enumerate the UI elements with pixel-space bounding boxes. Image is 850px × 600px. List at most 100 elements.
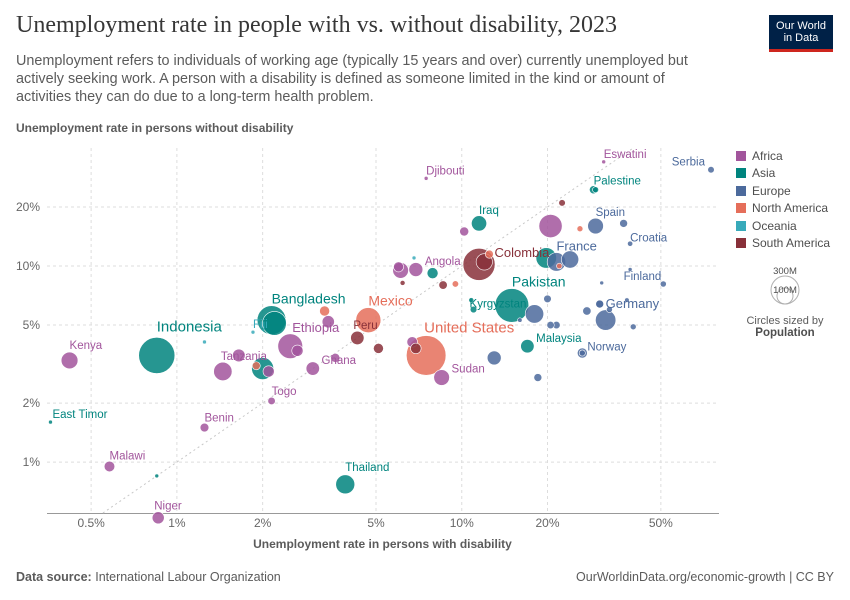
- legend-label: South America: [752, 236, 831, 251]
- point-malaysia[interactable]: [520, 339, 535, 354]
- point-label: Fiji: [253, 319, 268, 331]
- point-moldova[interactable]: [517, 317, 523, 323]
- point-madagascar[interactable]: [232, 348, 246, 363]
- point-label: Thailand: [345, 462, 389, 474]
- x-tick-label: 50%: [649, 516, 673, 530]
- point-greece[interactable]: [619, 219, 628, 228]
- point-label: Ethiopia: [292, 320, 340, 335]
- point-belgium[interactable]: [582, 306, 592, 316]
- point-bhutan[interactable]: [154, 473, 160, 479]
- point-iraq[interactable]: [471, 215, 487, 232]
- legend-item[interactable]: Oceania: [736, 217, 830, 235]
- point-east-timor[interactable]: [48, 419, 53, 425]
- point-ireland[interactable]: [629, 323, 637, 331]
- point-mongolia[interactable]: [468, 297, 475, 303]
- point-palestine[interactable]: [592, 186, 599, 194]
- point-uruguay[interactable]: [399, 280, 406, 286]
- region-legend: Africa Asia Europe North America Oceania…: [736, 147, 830, 252]
- point-italy[interactable]: [561, 250, 580, 269]
- point-malawi[interactable]: [103, 460, 116, 473]
- point-label: Eswatini: [604, 149, 647, 161]
- point-latvia[interactable]: [627, 267, 633, 272]
- point-el-salvador[interactable]: [451, 280, 459, 288]
- point-tonga[interactable]: [411, 255, 417, 261]
- point-germany[interactable]: [595, 309, 617, 331]
- point-senegal[interactable]: [393, 261, 404, 273]
- point-benin[interactable]: [199, 422, 210, 433]
- x-tick-label: 2%: [254, 516, 272, 530]
- point-cameroon[interactable]: [321, 315, 335, 329]
- chart-title: Unemployment rate in people with vs. wit…: [16, 12, 618, 38]
- point-label: Finland: [624, 271, 662, 283]
- point-lithuania[interactable]: [624, 297, 630, 303]
- point-bolivia[interactable]: [438, 280, 448, 290]
- point-labels: Kenya Indonesia East Timor Malawi Niger Benin…: [52, 149, 705, 513]
- point-sri-lanka[interactable]: [426, 267, 439, 279]
- point-spain[interactable]: [587, 217, 604, 235]
- legend-item[interactable]: Africa: [736, 147, 830, 165]
- legend-item[interactable]: North America: [736, 200, 830, 218]
- point-kenya[interactable]: [60, 351, 79, 370]
- legend-swatch: [736, 238, 746, 249]
- point-peru[interactable]: [350, 330, 365, 345]
- point-czechia[interactable]: [533, 373, 543, 382]
- data-source-value[interactable]: International Labour Organization: [95, 570, 281, 584]
- legend-item[interactable]: Asia: [736, 165, 830, 183]
- legend-item[interactable]: South America: [736, 235, 830, 253]
- owid-logo[interactable]: Our World in Data: [769, 15, 833, 52]
- point-norway[interactable]: [578, 349, 586, 357]
- point-dominican-republic[interactable]: [484, 249, 494, 259]
- point-sudan[interactable]: [433, 369, 450, 386]
- point-eswatini[interactable]: [601, 159, 606, 165]
- point-croatia[interactable]: [627, 240, 634, 247]
- point-guatemala[interactable]: [319, 305, 330, 317]
- footer-url[interactable]: OurWorldinData.org/economic-growth | CC …: [576, 570, 834, 584]
- point-philippines[interactable]: [262, 311, 287, 336]
- point-estonia[interactable]: [599, 280, 605, 286]
- point-guinea[interactable]: [330, 353, 341, 363]
- point-niger[interactable]: [151, 511, 165, 525]
- point-label: Angola: [425, 256, 461, 268]
- size-legend-circles: 300M 100M: [770, 266, 800, 305]
- data-source: Data source: International Labour Organi…: [16, 570, 281, 584]
- point-chile[interactable]: [410, 342, 422, 355]
- point-rwanda[interactable]: [459, 226, 470, 237]
- point-fiji[interactable]: [250, 329, 256, 335]
- point-mali[interactable]: [262, 365, 275, 378]
- point-switzerland[interactable]: [546, 321, 555, 330]
- point-djibouti[interactable]: [423, 176, 429, 181]
- x-tick-label: 20%: [535, 516, 559, 530]
- point-poland[interactable]: [486, 350, 502, 366]
- size-circle-small: [776, 287, 794, 305]
- point-mexico[interactable]: [355, 307, 382, 333]
- point-tanzania[interactable]: [213, 361, 233, 381]
- point-egypt[interactable]: [538, 214, 563, 238]
- size-title: Population: [755, 327, 815, 339]
- point-finland[interactable]: [659, 280, 667, 288]
- point-slovakia[interactable]: [606, 306, 613, 313]
- point-panama[interactable]: [556, 262, 563, 270]
- point-honduras[interactable]: [251, 361, 261, 371]
- point-thailand[interactable]: [335, 474, 356, 495]
- point-label: United States: [424, 320, 514, 337]
- point-portugal[interactable]: [595, 299, 604, 309]
- point-burkina-faso[interactable]: [291, 344, 304, 357]
- point-costa-rica[interactable]: [576, 225, 584, 233]
- grid-lines: [47, 148, 719, 513]
- point-kyrgyzstan[interactable]: [469, 305, 478, 314]
- chart-subtitle: Unemployment refers to individuals of wo…: [16, 53, 688, 105]
- legend-item[interactable]: Europe: [736, 182, 830, 200]
- point-paraguay[interactable]: [558, 199, 566, 207]
- point-samoa[interactable]: [202, 339, 207, 345]
- size-legend: 300M 100M Circles sized by Population: [736, 264, 834, 339]
- point-pakistan[interactable]: [494, 288, 530, 323]
- point-serbia[interactable]: [707, 166, 715, 174]
- point-ecuador[interactable]: [373, 343, 384, 354]
- point-united-kingdom[interactable]: [524, 304, 545, 324]
- point-hungary[interactable]: [543, 294, 552, 304]
- point-ghana[interactable]: [305, 361, 320, 376]
- point-angola[interactable]: [408, 262, 424, 277]
- point-togo[interactable]: [267, 396, 276, 406]
- point-indonesia[interactable]: [138, 337, 176, 374]
